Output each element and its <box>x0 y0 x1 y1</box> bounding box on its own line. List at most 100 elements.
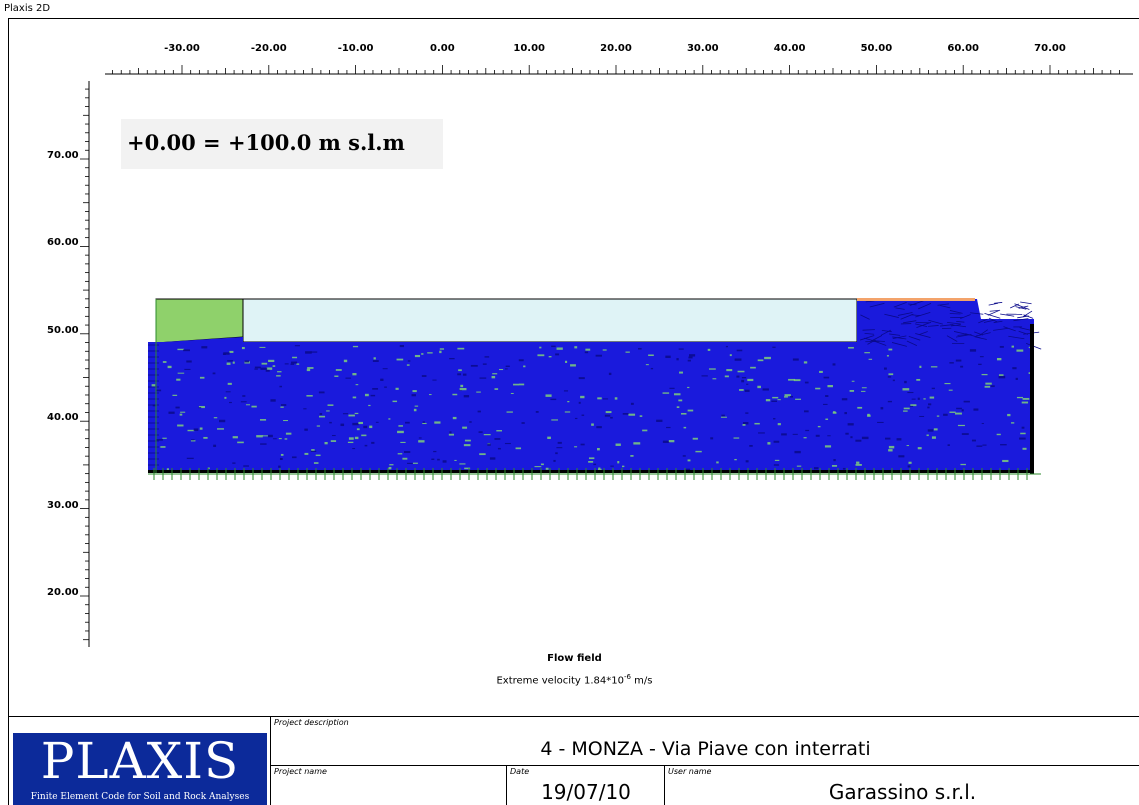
flow-speck <box>1012 367 1017 370</box>
flow-speck <box>850 436 853 439</box>
flow-speck <box>701 375 708 377</box>
flow-speck <box>794 450 801 454</box>
surface-load-strip <box>857 298 975 301</box>
flow-speck <box>245 404 251 406</box>
flow-speck <box>1016 349 1024 352</box>
flow-speck <box>747 378 754 382</box>
date-label: Date <box>510 767 530 776</box>
flow-speck <box>268 359 275 363</box>
flow-speck <box>296 363 300 365</box>
flow-arrow <box>884 313 899 318</box>
flow-arrow <box>893 302 907 308</box>
flow-speck <box>574 446 578 448</box>
flow-speck <box>270 399 276 402</box>
flow-arrow <box>906 340 918 347</box>
flow-speck <box>746 383 749 385</box>
flow-speck <box>193 428 199 431</box>
flow-speck <box>388 466 392 470</box>
flow-speck <box>823 403 828 405</box>
flow-speck <box>689 354 696 357</box>
flow-speck <box>668 440 675 443</box>
flow-speck <box>198 405 205 409</box>
flow-arrow <box>1023 314 1034 319</box>
flow-speck <box>630 455 634 457</box>
flow-speck <box>184 368 191 370</box>
flow-speck <box>243 465 249 467</box>
flow-speck <box>232 361 235 364</box>
flow-speck <box>402 457 408 460</box>
flow-arrow <box>970 312 984 315</box>
flow-speck <box>412 390 417 393</box>
x-tick-label: 50.00 <box>860 43 893 54</box>
flow-speck <box>177 424 184 427</box>
flow-speck <box>427 352 433 354</box>
flow-speck <box>605 411 612 414</box>
flow-speck <box>556 447 563 449</box>
flow-speck <box>625 351 630 353</box>
flow-arrow <box>983 319 995 323</box>
flow-arrow <box>956 320 965 323</box>
flow-arrow <box>953 331 970 336</box>
flow-speck <box>226 362 231 365</box>
flow-speck <box>310 450 317 452</box>
flow-speck <box>695 450 702 453</box>
flow-speck <box>784 396 788 398</box>
flow-speck <box>232 462 236 464</box>
flow-speck <box>737 370 745 373</box>
flow-speck <box>580 443 585 446</box>
flow-arrow <box>915 333 931 338</box>
flow-speck <box>773 418 776 420</box>
flow-speck <box>856 461 860 464</box>
flow-speck <box>232 436 238 439</box>
flow-speck <box>955 359 962 362</box>
flow-speck <box>584 351 589 354</box>
flow-speck <box>887 400 893 403</box>
extreme-velocity-unit: m/s <box>631 675 653 687</box>
flow-arrow <box>869 302 885 308</box>
flow-speck <box>267 434 273 438</box>
flow-speck <box>373 357 376 360</box>
flow-speck <box>458 369 462 372</box>
flow-arrow <box>1013 318 1029 322</box>
flow-speck <box>191 439 195 441</box>
flow-speck <box>960 365 964 368</box>
flow-arrow <box>908 336 921 341</box>
flow-speck <box>588 461 594 463</box>
project-description-label: Project description <box>274 718 349 727</box>
flow-speck <box>597 448 600 451</box>
flow-speck <box>1011 345 1015 348</box>
flow-speck <box>279 457 283 461</box>
flow-speck <box>855 463 862 466</box>
flow-speck <box>745 412 749 414</box>
flow-speck <box>553 459 556 462</box>
flow-speck <box>724 375 729 378</box>
flow-arrow <box>1018 305 1029 309</box>
flow-speck <box>585 348 591 351</box>
flow-speck <box>792 358 799 361</box>
flow-speck <box>535 411 539 413</box>
flow-speck <box>364 393 369 397</box>
flow-speck <box>259 419 267 421</box>
flow-arrow <box>940 324 954 327</box>
flow-arrow <box>946 335 958 342</box>
flow-speck <box>803 410 809 413</box>
flow-speck <box>564 411 571 413</box>
extreme-velocity-prefix: Extreme velocity 1.84*10 <box>496 675 625 687</box>
flow-speck <box>948 389 953 391</box>
elevation-reference-note: +0.00 = +100.0 m s.l.m <box>121 119 443 169</box>
flow-speck <box>597 468 602 471</box>
project-name-label: Project name <box>274 767 327 776</box>
flow-speck <box>452 393 458 396</box>
flow-speck <box>371 441 375 444</box>
flow-speck <box>470 364 478 367</box>
flow-speck <box>982 444 987 446</box>
flow-speck <box>335 369 342 371</box>
flow-speck <box>449 357 455 360</box>
flow-speck <box>370 394 376 397</box>
flow-speck <box>482 363 487 365</box>
flow-speck <box>352 422 359 426</box>
flow-speck <box>928 403 932 406</box>
flow-speck <box>555 452 558 455</box>
flow-speck <box>608 372 612 376</box>
flow-speck <box>368 404 371 407</box>
